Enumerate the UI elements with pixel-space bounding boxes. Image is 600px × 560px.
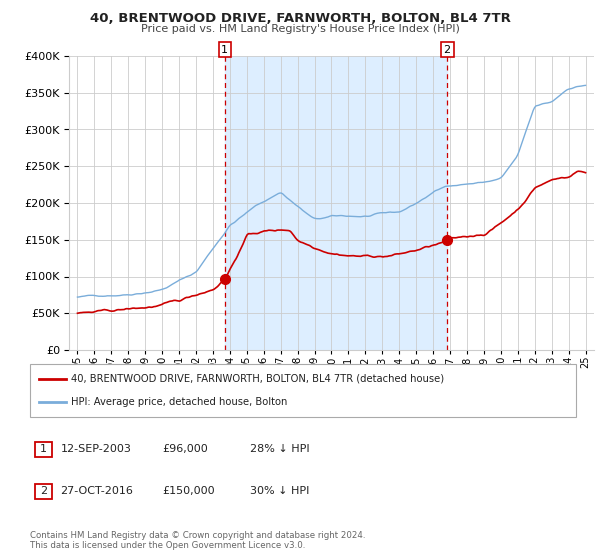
Text: Price paid vs. HM Land Registry's House Price Index (HPI): Price paid vs. HM Land Registry's House … (140, 24, 460, 34)
Text: 2: 2 (40, 487, 47, 496)
Text: 40, BRENTWOOD DRIVE, FARNWORTH, BOLTON, BL4 7TR: 40, BRENTWOOD DRIVE, FARNWORTH, BOLTON, … (89, 12, 511, 25)
Text: £96,000: £96,000 (163, 445, 208, 454)
Text: 1: 1 (40, 445, 47, 454)
Bar (225, 56, 447, 350)
Text: 40, BRENTWOOD DRIVE, FARNWORTH, BOLTON, BL4 7TR (detached house): 40, BRENTWOOD DRIVE, FARNWORTH, BOLTON, … (71, 374, 444, 384)
Text: 2: 2 (443, 45, 451, 54)
Text: 12-SEP-2003: 12-SEP-2003 (61, 445, 131, 454)
Text: 30% ↓ HPI: 30% ↓ HPI (250, 487, 309, 496)
Text: Contains HM Land Registry data © Crown copyright and database right 2024.
This d: Contains HM Land Registry data © Crown c… (30, 530, 365, 550)
Text: HPI: Average price, detached house, Bolton: HPI: Average price, detached house, Bolt… (71, 397, 287, 407)
Text: 28% ↓ HPI: 28% ↓ HPI (250, 445, 309, 454)
Text: 27-OCT-2016: 27-OCT-2016 (61, 487, 133, 496)
Text: 1: 1 (221, 45, 229, 54)
Text: £150,000: £150,000 (163, 487, 215, 496)
